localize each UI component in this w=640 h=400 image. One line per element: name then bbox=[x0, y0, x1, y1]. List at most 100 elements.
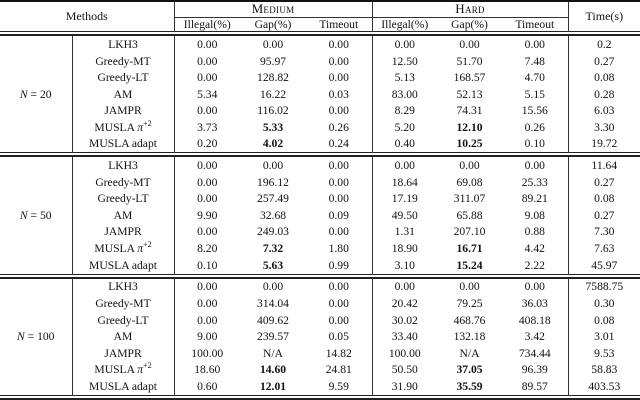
table-row: Greedy-LT 0.00 409.62 0.00 30.02 468.76 408.18… bbox=[0, 311, 640, 329]
table-row: MUSLA π+2 8.20 7.32 1.80 18.90 16.71 4.42 7.63 bbox=[0, 240, 640, 257]
metric-cell: 5.63 bbox=[262, 258, 284, 272]
metric-cell: 17.19 bbox=[371, 190, 438, 208]
metric-cell: 0.00 bbox=[173, 295, 240, 312]
metric-cell: 51.70 bbox=[456, 54, 483, 68]
table-row: Greedy-LT 0.00 257.49 0.00 17.19 311.07 89.21 0… bbox=[0, 190, 640, 208]
metric-cell: 9.59 bbox=[328, 379, 349, 393]
time-cell: 0.08 bbox=[567, 190, 640, 208]
metric-cell: 116.02 bbox=[257, 104, 289, 118]
metric-cell: 0.10 bbox=[173, 256, 240, 275]
method-name: Greedy-LT bbox=[71, 69, 174, 87]
medium-illegal-header: Illegal(%) bbox=[173, 17, 240, 32]
metric-cell: 0.00 bbox=[173, 102, 240, 120]
metric-cell: 18.60 bbox=[173, 361, 240, 379]
metric-cell: 0.00 bbox=[328, 280, 349, 294]
metric-cell: 4.02 bbox=[262, 137, 284, 151]
metric-cell: 0.99 bbox=[328, 258, 349, 272]
metric-cell: 0.00 bbox=[173, 53, 240, 70]
metric-cell: N/A bbox=[459, 346, 480, 360]
table-row: Greedy-MT 0.00 314.04 0.00 20.42 79.25 36.03 0.… bbox=[0, 295, 640, 312]
metric-cell: 4.70 bbox=[524, 71, 545, 85]
method-name: MUSLA π+2 bbox=[71, 361, 174, 379]
metric-cell: 8.29 bbox=[371, 102, 438, 120]
metric-cell: 89.21 bbox=[521, 192, 548, 206]
metric-cell: 14.82 bbox=[325, 346, 352, 360]
time-cell: 0.08 bbox=[567, 69, 640, 87]
metric-cell: 314.04 bbox=[257, 297, 289, 311]
metric-cell: 0.40 bbox=[371, 135, 438, 153]
group-header-row: Methods Medium Hard Time(s) bbox=[0, 1, 640, 32]
methods-column-header: Methods bbox=[65, 8, 108, 23]
metric-cell: 10.25 bbox=[456, 137, 483, 151]
medium-gap-header: Gap(%) bbox=[254, 17, 292, 31]
method-name: MUSLA adapt bbox=[71, 378, 174, 396]
metric-cell: 0.10 bbox=[524, 137, 545, 151]
metric-cell: 132.18 bbox=[453, 330, 486, 344]
metric-cell: 7.32 bbox=[262, 242, 284, 256]
time-cell: 0.08 bbox=[567, 311, 640, 329]
metric-cell: 18.64 bbox=[371, 174, 438, 191]
hard-gap-header: Gap(%) bbox=[451, 17, 488, 31]
time-cell: 0.2 bbox=[567, 35, 640, 54]
metric-cell: 0.00 bbox=[524, 37, 545, 51]
hard-timeout-header: Timeout bbox=[515, 17, 555, 31]
table-row: MUSLA adapt 0.20 4.02 0.24 0.40 10.25 0.10 19.7… bbox=[0, 135, 640, 153]
time-cell: 45.97 bbox=[567, 256, 640, 275]
table-row: MUSLA π+2 18.60 14.60 24.81 50.50 37.05 96.39 5… bbox=[0, 361, 640, 379]
metric-cell: 196.12 bbox=[257, 175, 289, 189]
method-name: MUSLA adapt bbox=[71, 256, 174, 275]
metric-cell: 5.13 bbox=[371, 69, 438, 87]
metric-cell: 468.76 bbox=[453, 313, 486, 327]
metric-cell: 0.00 bbox=[173, 156, 240, 175]
metric-cell: 0.00 bbox=[173, 277, 240, 296]
metric-cell: 15.24 bbox=[456, 258, 483, 272]
metric-cell: 0.00 bbox=[371, 35, 438, 54]
metric-cell: 0.00 bbox=[173, 190, 240, 208]
metric-cell: 100.00 bbox=[371, 345, 438, 362]
metric-cell: 3.10 bbox=[371, 256, 438, 275]
time-cell: 7.63 bbox=[567, 240, 640, 257]
double-rule bbox=[0, 152, 640, 158]
metric-cell: 0.00 bbox=[459, 159, 480, 173]
metric-cell: 0.00 bbox=[328, 225, 349, 239]
table-row: N = 100 LKH3 0.00 0.00 0.00 0.00 0.00 0.00 7588.… bbox=[0, 277, 640, 343]
table-row: AM 5.34 16.22 0.03 83.00 52.13 5.15 0.28 bbox=[0, 86, 640, 103]
metric-cell: 12.10 bbox=[456, 120, 483, 134]
time-cell: 0.27 bbox=[567, 53, 640, 70]
table-row: JAMPR 100.00 N/A 14.82 100.00 N/A 734.44 9.53 bbox=[0, 345, 640, 362]
method-name: Greedy-MT bbox=[71, 295, 174, 312]
metric-cell: 9.90 bbox=[173, 207, 240, 224]
metric-cell: 0.00 bbox=[524, 159, 545, 173]
metric-cell: 24.81 bbox=[325, 363, 352, 377]
hard-illegal-header: Illegal(%) bbox=[371, 17, 438, 32]
metric-cell: 0.26 bbox=[328, 120, 349, 134]
metric-cell: 0.00 bbox=[173, 69, 240, 87]
metric-cell: 95.97 bbox=[259, 54, 287, 68]
metric-cell: 0.00 bbox=[262, 159, 284, 173]
metric-cell: 3.42 bbox=[524, 330, 545, 344]
metric-cell: 16.71 bbox=[456, 242, 483, 256]
table-row: MUSLA adapt 0.60 12.01 9.59 31.90 35.59 89.57 4… bbox=[0, 378, 640, 396]
time-cell: 58.83 bbox=[567, 361, 640, 379]
time-cell: 0.28 bbox=[567, 86, 640, 103]
metric-cell: 0.26 bbox=[524, 120, 545, 134]
method-name: Greedy-LT bbox=[71, 190, 174, 208]
metric-cell: 311.07 bbox=[453, 192, 486, 206]
method-name: MUSLA π+2 bbox=[71, 240, 174, 257]
method-name: AM bbox=[71, 207, 174, 224]
double-rule bbox=[0, 273, 640, 279]
metric-cell: 5.34 bbox=[173, 86, 240, 103]
metric-cell: 0.00 bbox=[328, 37, 349, 51]
table-row: AM 9.90 32.68 0.09 49.50 65.88 9.08 0.27 bbox=[0, 207, 640, 224]
metric-cell: 96.39 bbox=[521, 363, 548, 377]
metric-cell: 0.00 bbox=[173, 223, 240, 241]
double-rule bbox=[0, 395, 640, 400]
metric-cell: 0.20 bbox=[173, 135, 240, 153]
time-cell: 0.27 bbox=[567, 207, 640, 224]
method-name: MUSLA π+2 bbox=[71, 119, 174, 136]
metric-cell: 0.60 bbox=[173, 378, 240, 396]
metric-cell: 89.57 bbox=[521, 379, 548, 393]
metric-cell: 65.88 bbox=[456, 208, 483, 222]
metric-cell: 33.40 bbox=[371, 328, 438, 346]
method-name: AM bbox=[71, 86, 174, 103]
